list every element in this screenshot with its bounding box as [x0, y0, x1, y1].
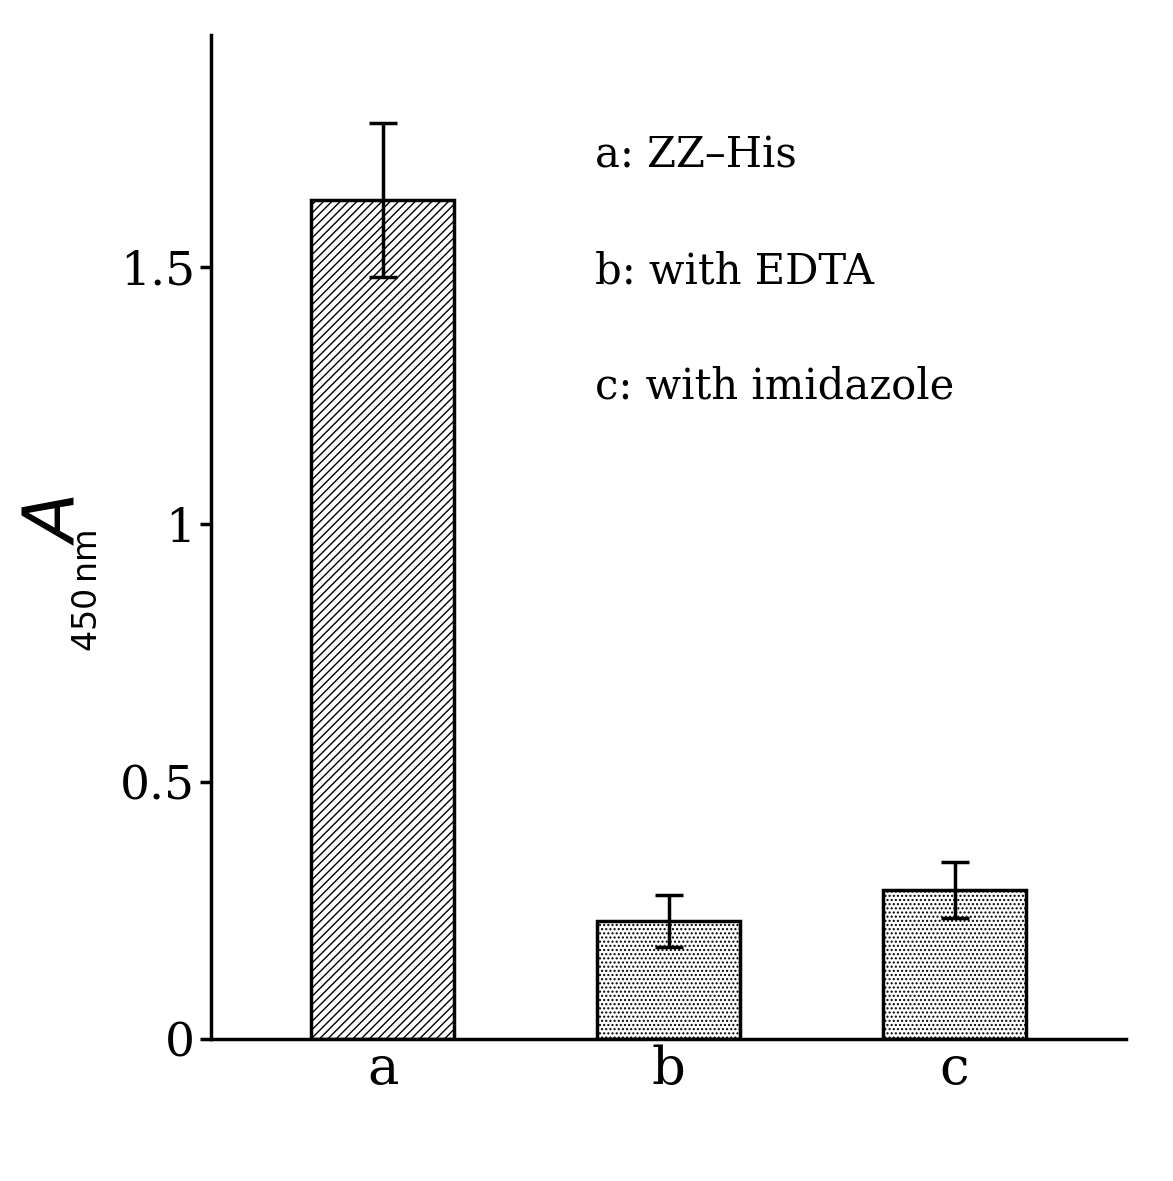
- Text: a: ZZ–His: a: ZZ–His: [596, 135, 798, 177]
- Text: c: with imidazole: c: with imidazole: [596, 366, 955, 407]
- Text: $\mathit{A}$: $\mathit{A}$: [18, 495, 88, 544]
- Bar: [311, 200, 454, 1039]
- Text: $\mathrm{450\,nm}$: $\mathrm{450\,nm}$: [72, 529, 104, 652]
- Text: b: with EDTA: b: with EDTA: [596, 250, 874, 293]
- Bar: [883, 890, 1026, 1039]
- Bar: [597, 921, 740, 1039]
